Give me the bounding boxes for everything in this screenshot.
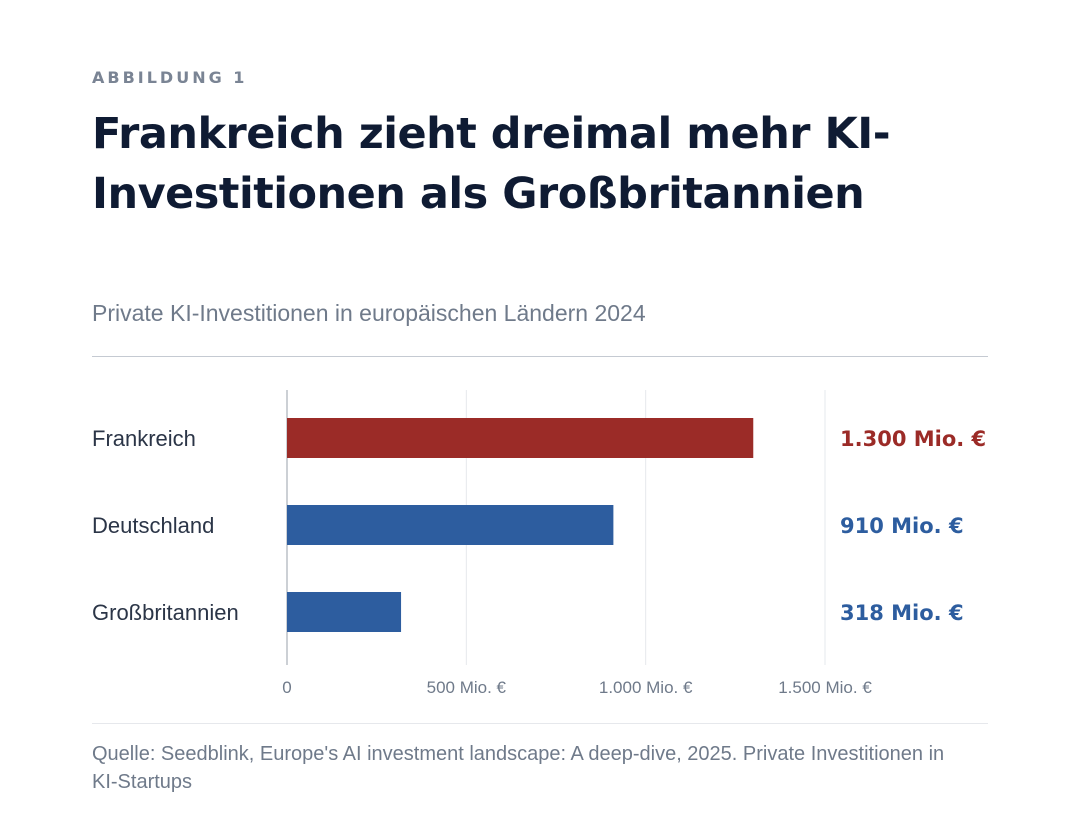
top-divider [92,356,988,357]
x-tick-label: 1.500 Mio. € [778,678,872,697]
bottom-divider [92,723,988,724]
category-label: Frankreich [92,426,196,451]
chart-subtitle: Private KI-Investitionen in europäischen… [92,300,646,326]
chart-title: Frankreich zieht dreimal mehr KI-Investi… [92,109,891,219]
x-tick-label: 500 Mio. € [427,678,507,697]
value-label: 318 Mio. € [840,601,964,625]
x-tick-label: 1.000 Mio. € [599,678,693,697]
bar [287,505,614,545]
category-label: Deutschland [92,513,214,538]
x-tick-label: 0 [282,678,291,697]
figure-eyebrow: ABBILDUNG 1 [92,68,248,87]
bar-chart: 0 500 Mio. € 1.000 Mio. € 1.500 Mio. € Frank… [92,390,986,697]
category-label: Großbritannien [92,600,239,625]
bars [287,418,754,632]
source-note: Quelle: Seedblink, Europe's AI investmen… [92,743,945,793]
bar [287,592,402,632]
labels: 0 500 Mio. € 1.000 Mio. € 1.500 Mio. € Frank… [92,426,986,697]
bar [287,418,754,458]
value-label: 910 Mio. € [840,514,964,538]
value-label: 1.300 Mio. € [840,427,986,451]
